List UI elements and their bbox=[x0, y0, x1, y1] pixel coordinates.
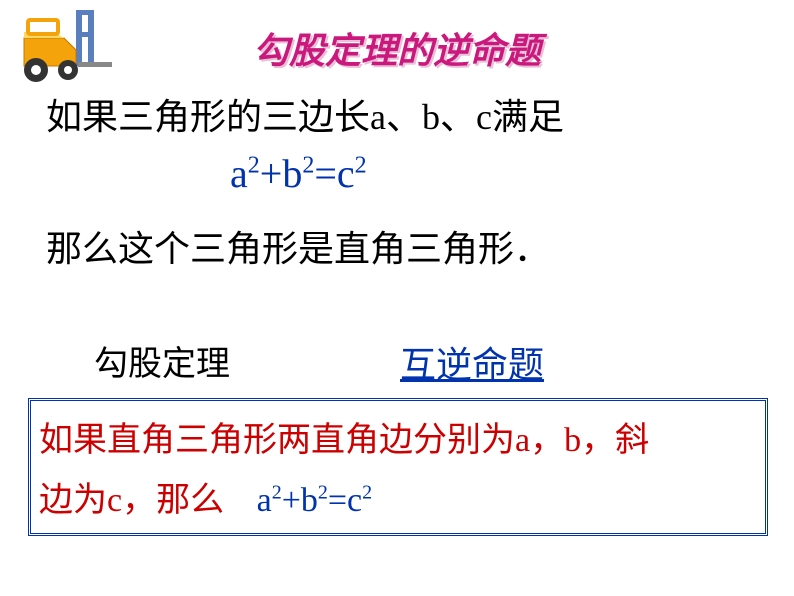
subtitle-right: 互逆命题 bbox=[400, 336, 544, 388]
box-formula-p3: 2 bbox=[362, 481, 372, 503]
formula-eq: =c bbox=[314, 151, 354, 196]
box-formula-p2: 2 bbox=[318, 481, 328, 503]
formula-p1: 2 bbox=[248, 153, 260, 179]
formula-p3: 2 bbox=[355, 153, 367, 179]
box-line2-wrap: 边为c，那么 a2+b2=c2 bbox=[39, 471, 757, 531]
page-title: 勾股定理的逆命题 bbox=[0, 0, 794, 74]
condition-text: 如果三角形的三边长a、b、c满足 bbox=[46, 88, 564, 140]
forklift-icon bbox=[14, 8, 114, 88]
conclusion-text: 那么这个三角形是直角三角形． bbox=[46, 220, 550, 272]
subtitle-left: 勾股定理 bbox=[94, 336, 230, 385]
title-text: 勾股定理的逆命题 bbox=[253, 31, 541, 71]
box-formula-p1: 2 bbox=[272, 481, 282, 503]
box-formula-eq: =c bbox=[328, 482, 362, 519]
box-formula: a2+b2=c2 bbox=[257, 482, 373, 519]
theorem-box: 如果直角三角形两直角边分别为a，b，斜 边为c，那么 a2+b2=c2 bbox=[28, 398, 768, 536]
box-line2: 边为c，那么 bbox=[39, 482, 224, 519]
box-line1: 如果直角三角形两直角边分别为a，b，斜 bbox=[39, 411, 757, 471]
main-formula: a2+b2=c2 bbox=[230, 150, 367, 197]
formula-a: a bbox=[230, 151, 248, 196]
box-formula-a: a bbox=[257, 482, 272, 519]
box-formula-plus: +b bbox=[282, 482, 318, 519]
formula-plus: +b bbox=[260, 151, 303, 196]
formula-p2: 2 bbox=[302, 153, 314, 179]
